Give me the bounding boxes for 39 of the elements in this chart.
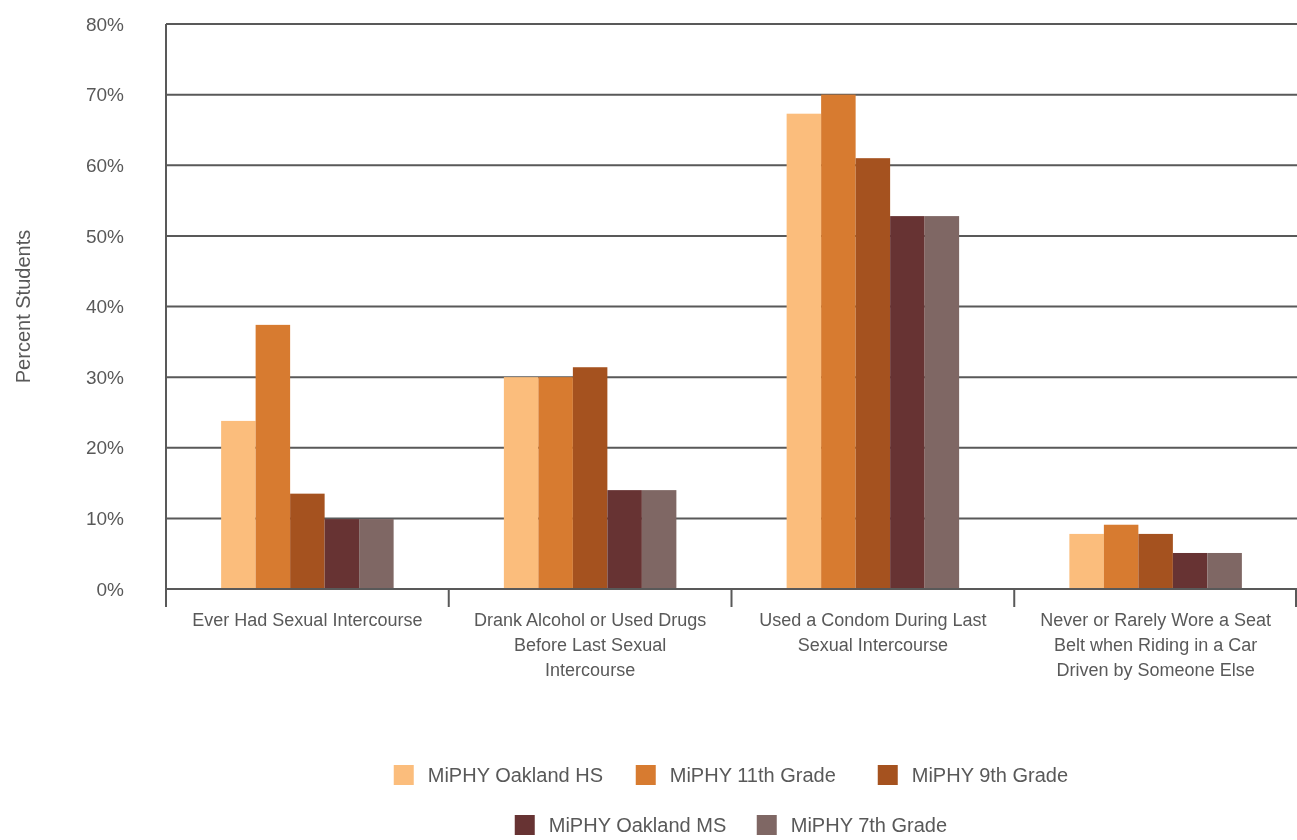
bar <box>572 367 608 589</box>
y-tick-label: 80% <box>85 13 125 35</box>
legend-label: MiPHY 11th Grade <box>669 764 836 786</box>
bar <box>290 493 325 589</box>
bar <box>786 113 822 589</box>
bar <box>924 216 960 589</box>
bar <box>538 377 573 589</box>
bar <box>221 420 256 589</box>
bar <box>324 519 360 589</box>
bar <box>1138 533 1173 589</box>
x-tick-label: Drank Alcohol or Used Drugs Before Last Sexual Intercourse <box>474 610 707 680</box>
bar <box>359 519 394 589</box>
x-tick-label: Ever Had Sexual Intercourse <box>192 610 423 630</box>
bar <box>1069 533 1104 589</box>
y-tick-label: 10% <box>85 508 125 530</box>
legend-label: MiPHY Oakland HS <box>427 764 604 786</box>
legend-label: MiPHY 9th Grade <box>911 764 1069 786</box>
y-tick-label: 40% <box>85 296 125 318</box>
legend-label: MiPHY Oakland MS <box>548 814 727 836</box>
y-tick-label: 70% <box>85 84 125 106</box>
x-tick-label: Used a Condom During Last Sexual Intercourse <box>759 610 987 655</box>
bar <box>503 377 539 589</box>
bar <box>890 216 925 589</box>
y-tick-label: 60% <box>85 154 125 176</box>
bar <box>821 94 856 589</box>
y-axis-title: Percent Students <box>12 229 34 384</box>
bar <box>1172 552 1208 589</box>
y-tick-label: 30% <box>85 366 125 388</box>
bar <box>607 490 642 589</box>
bar <box>641 490 677 589</box>
x-tick-label: Never or Rarely Wore a Seat Belt when Riding in a Car Driven by Someone Else <box>1040 610 1272 680</box>
y-tick-label: 0% <box>96 578 125 600</box>
bar <box>255 324 291 589</box>
bar <box>1103 524 1139 589</box>
bar <box>855 158 891 589</box>
y-tick-label: 50% <box>85 225 125 247</box>
legend-label: MiPHY 7th Grade <box>790 814 948 836</box>
y-tick-label: 20% <box>85 437 125 459</box>
bar <box>1207 552 1242 589</box>
